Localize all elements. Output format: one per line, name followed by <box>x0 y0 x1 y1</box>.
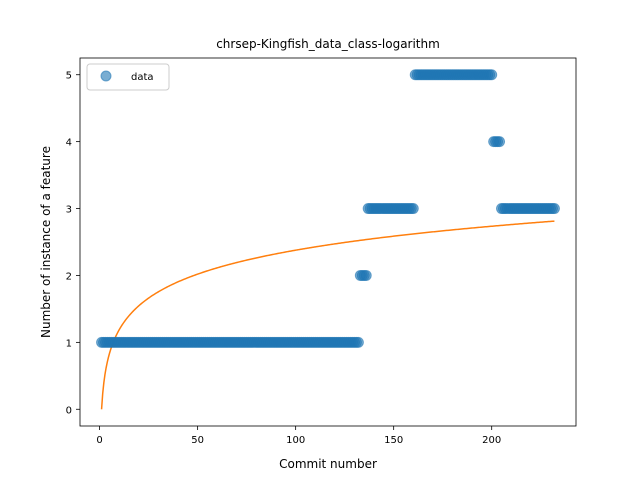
y-tick-label: 1 <box>66 338 72 349</box>
x-tick-label: 100 <box>286 435 305 446</box>
chart-title: chrsep-Kingfish_data_class-logarithm <box>216 37 440 51</box>
y-tick-label: 4 <box>66 138 72 149</box>
x-tick-label: 0 <box>96 435 102 446</box>
fit-line-layer <box>100 220 555 410</box>
data-point <box>360 269 372 281</box>
legend-label-data: data <box>131 72 154 83</box>
axes-frame <box>79 57 577 427</box>
data-point <box>352 336 364 348</box>
x-tick-label: 200 <box>482 435 501 446</box>
data-points-layer <box>96 69 560 348</box>
data-point <box>494 136 506 148</box>
data-point <box>486 69 498 81</box>
legend: data <box>86 63 170 91</box>
axes-layer: 0 50 100 150 200 0 1 2 3 4 5 <box>66 57 577 446</box>
data-point <box>548 203 560 215</box>
y-tick-label: 2 <box>66 271 72 282</box>
y-tick-label: 3 <box>66 205 72 216</box>
fit-line <box>100 220 555 410</box>
y-axis-label: Number of instance of a feature <box>39 146 53 338</box>
x-axis-label: Commit number <box>279 457 377 471</box>
x-tick-label: 150 <box>384 435 403 446</box>
y-tick-label: 0 <box>66 405 72 416</box>
data-point <box>407 203 419 215</box>
legend-marker-data <box>100 70 112 82</box>
x-tick-label: 50 <box>191 435 204 446</box>
y-tick-label: 5 <box>66 71 72 82</box>
legend-frame <box>86 63 170 91</box>
